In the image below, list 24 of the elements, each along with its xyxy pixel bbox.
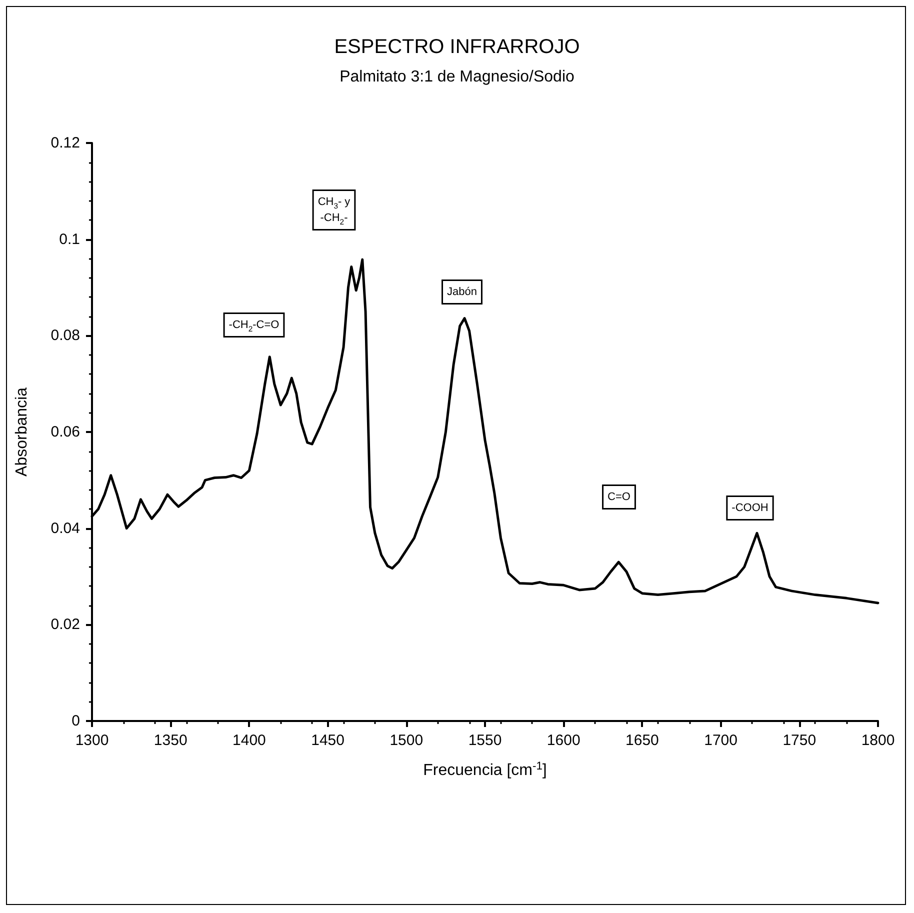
chart-title: ESPECTRO INFRARROJO <box>334 36 580 58</box>
chart-subtitle: Palmitato 3:1 de Magnesio/Sodio <box>340 68 575 86</box>
y-axis-title: Absorbancia <box>14 387 30 476</box>
y-tick-label: 0.1 <box>59 230 80 248</box>
x-tick-label: 1300 <box>75 732 109 749</box>
y-tick-label: 0 <box>72 712 80 730</box>
x-tick-label: 1800 <box>861 732 895 749</box>
x-tick-label: 1450 <box>311 732 344 749</box>
x-tick-label: 1600 <box>546 732 580 749</box>
x-tick-label: 1700 <box>704 732 738 749</box>
y-tick-label: 0.02 <box>50 616 80 634</box>
y-tick-label: 0.08 <box>50 327 80 344</box>
y-tick-label: 0.06 <box>50 424 80 440</box>
x-tick-label: 1400 <box>232 732 266 749</box>
x-tick-label: 1500 <box>390 732 424 749</box>
y-tick-label: 0.04 <box>50 520 80 537</box>
x-tick-label: 1750 <box>782 732 816 749</box>
x-tick-label: 1650 <box>626 732 659 749</box>
x-tick-label: 1550 <box>468 732 502 749</box>
annotation: -COOH <box>732 502 768 514</box>
x-tick-label: 1350 <box>154 732 188 749</box>
annotation: C=O <box>608 491 631 503</box>
annotation: Jabón <box>447 286 477 298</box>
y-tick-label: 0.12 <box>50 134 80 152</box>
